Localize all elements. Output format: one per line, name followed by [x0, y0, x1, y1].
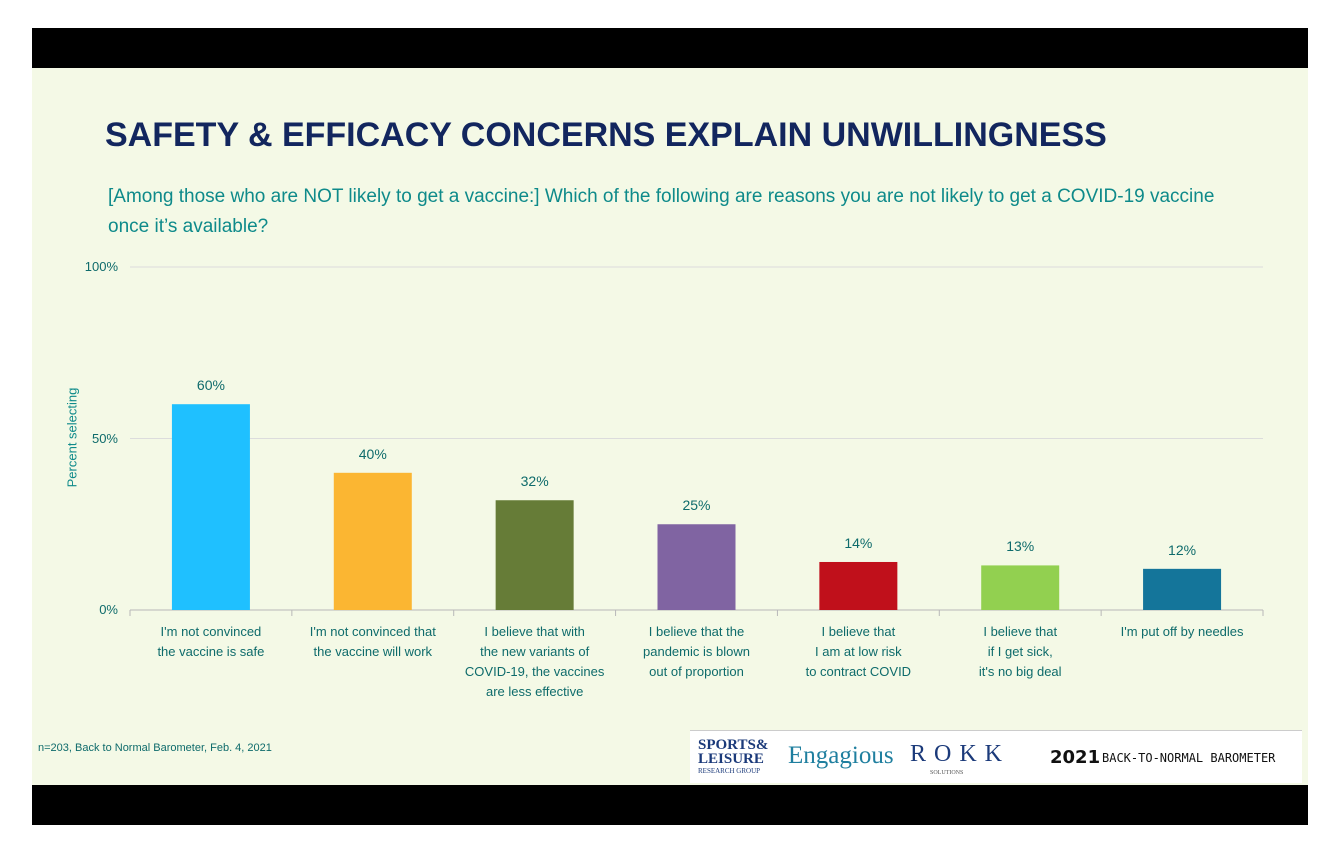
value-label: 14% — [844, 534, 873, 551]
footnote: n=203, Back to Normal Barometer, Feb. 4,… — [38, 742, 272, 754]
y-tick-label: 0% — [99, 602, 118, 617]
logo-text: SOLUTIONS — [930, 770, 964, 776]
logo-text: Engagious — [788, 742, 894, 769]
bar — [819, 561, 898, 610]
logo-text: SPORTS& — [698, 737, 769, 753]
logo-strip: SPORTS& LEISURE RESEARCH GROUP Engagious… — [690, 730, 1302, 783]
value-label: 60% — [196, 377, 225, 394]
value-label: 12% — [1168, 541, 1197, 558]
logo-text: RESEARCH GROUP — [698, 767, 761, 775]
logo-text: BACK-TO-NORMAL BAROMETER — [1102, 751, 1276, 765]
x-tick-label: I'm not convinced the vaccine is safe — [157, 624, 265, 659]
x-tick-label: I believe that I am at low risk to contr… — [805, 624, 912, 679]
x-tick-label: I believe that with the new variants of … — [464, 624, 605, 699]
value-label: 13% — [1006, 538, 1035, 555]
logo-text: 2021 — [1050, 747, 1101, 768]
x-tick-label: I'm not convinced that the vaccine will … — [309, 624, 436, 659]
bar — [171, 404, 250, 610]
x-tick-label: I believe that the pandemic is blown out… — [643, 624, 750, 679]
bar — [495, 500, 574, 610]
bar — [1143, 568, 1222, 610]
x-tick-label: I believe that if I get sick, it's no bi… — [978, 624, 1062, 679]
logo-text: LEISURE — [698, 751, 764, 767]
bar — [657, 524, 736, 610]
bar — [333, 472, 412, 610]
logo-text: ROKK — [910, 741, 1011, 767]
x-tick-label: I'm put off by needles — [1120, 624, 1244, 639]
subtitle: [Among those who are NOT likely to get a… — [108, 186, 1215, 237]
y-tick-label: 100% — [84, 259, 118, 274]
y-tick-label: 50% — [91, 430, 118, 446]
value-label: 25% — [682, 497, 711, 514]
chart-title: SAFETY & EFFICACY CONCERNS EXPLAIN UNWIL… — [105, 116, 1107, 154]
bottom-bar — [32, 785, 1308, 825]
value-label: 40% — [358, 445, 387, 462]
bar — [981, 565, 1060, 610]
top-bar — [32, 28, 1308, 68]
value-label: 32% — [520, 473, 549, 490]
